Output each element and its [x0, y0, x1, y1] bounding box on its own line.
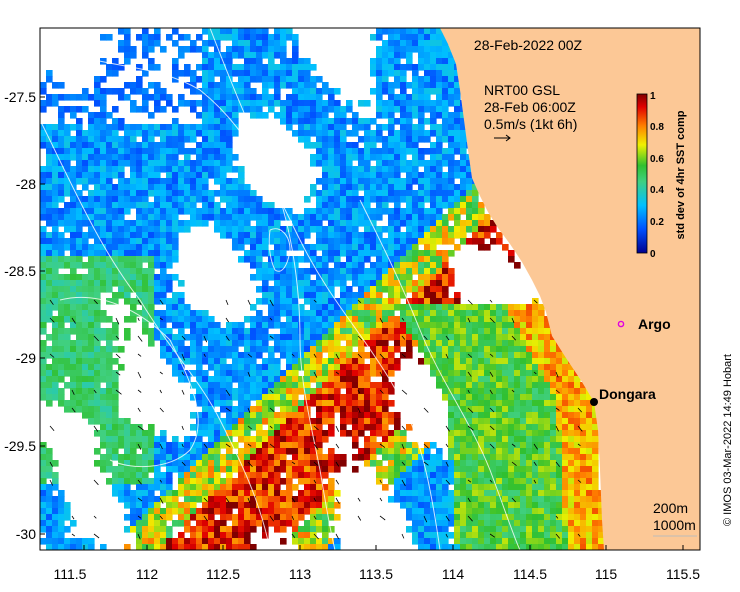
- x-tick-label: 114.5: [513, 566, 547, 582]
- current-info-line2: 28-Feb 06:00Z: [484, 99, 576, 115]
- x-tick-label: 113: [289, 566, 312, 582]
- sst-field: [40, 28, 605, 550]
- current-vectors: [49, 299, 583, 540]
- current-info: NRT00 GSL 28-Feb 06:00Z 0.5m/s (1kt 6h): [484, 82, 577, 142]
- current-info-line1: NRT00 GSL: [484, 82, 560, 98]
- y-tick-label: -28: [16, 176, 36, 192]
- colorbar-tick: 0.6: [650, 154, 664, 165]
- colorbar-tick: 1: [650, 91, 656, 102]
- contour-label-200: 200m: [653, 500, 688, 516]
- x-tick-label: 115: [595, 566, 618, 582]
- place-dongara: Dongara: [590, 386, 656, 406]
- colorbar-tick: 0.2: [650, 217, 664, 228]
- x-tick-label: 114: [442, 566, 465, 582]
- colorbar-label: std dev of 4hr SST comp: [675, 110, 687, 239]
- x-tick-label: 115.5: [666, 566, 700, 582]
- x-axis: 111.5 112 112.5 113 113.5 114 114.5 115 …: [54, 545, 700, 582]
- colorbar: 0 0.2 0.4 0.6 0.8 1 std dev of 4hr SST c…: [636, 91, 687, 260]
- y-tick-label: -28.5: [4, 263, 36, 279]
- place-argo: Argo: [617, 316, 671, 332]
- place-label-argo: Argo: [638, 316, 671, 332]
- x-tick-label: 111.5: [54, 566, 87, 582]
- dongara-marker-icon: [590, 398, 598, 406]
- y-tick-label: -30: [16, 526, 36, 542]
- y-tick-label: -27.5: [4, 89, 36, 105]
- current-info-line3: 0.5m/s (1kt 6h): [484, 116, 577, 132]
- land-mass: [440, 28, 700, 550]
- y-tick-label: -29: [16, 350, 36, 366]
- y-axis: -27.5 -28 -28.5 -29 -29.5 -30: [4, 89, 45, 542]
- plot-frame: [39, 27, 701, 551]
- colorbar-tick: 0: [650, 249, 656, 260]
- x-tick-label: 112.5: [206, 566, 240, 582]
- contour-legend: 200m 1000m: [653, 500, 697, 537]
- y-tick-label: -29.5: [4, 438, 36, 454]
- colorbar-tick: 0.8: [650, 122, 664, 133]
- colorbar-scale: [636, 93, 648, 254]
- bathymetry-contours: [40, 28, 521, 550]
- colorbar-tick: 0.4: [650, 185, 664, 196]
- place-label-dongara: Dongara: [599, 386, 656, 402]
- argo-marker-icon: [617, 320, 625, 328]
- map-title: 28-Feb-2022 00Z: [474, 37, 583, 53]
- credit-text: © IMOS 03-Mar-2022 14:49 Hobart: [722, 354, 734, 526]
- contour-label-1000: 1000m: [653, 517, 696, 533]
- x-tick-label: 112: [136, 566, 159, 582]
- x-tick-label: 113.5: [359, 566, 393, 582]
